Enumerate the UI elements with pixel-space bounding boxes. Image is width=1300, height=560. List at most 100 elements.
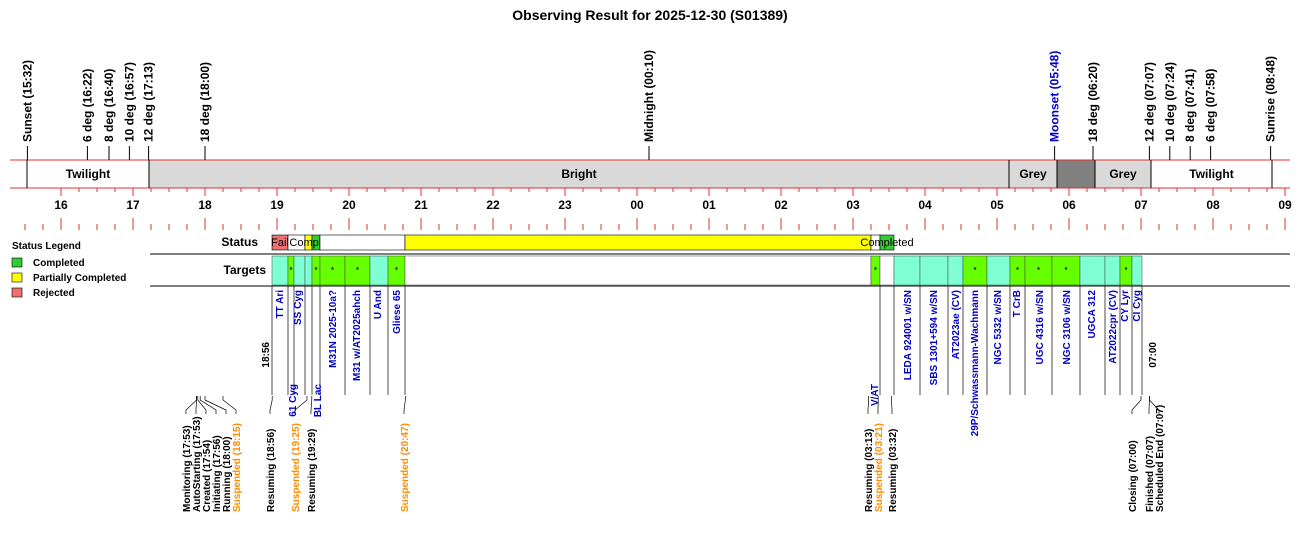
target-mark: * (356, 267, 359, 274)
marker-label: 18 deg (06:20) (1086, 62, 1100, 142)
moon-segment (149, 160, 1009, 188)
legend-swatch (11, 257, 23, 268)
event-label: Suspended (19:25) (291, 423, 302, 512)
event-leader (403, 396, 406, 414)
event-leader (195, 396, 197, 414)
hour-label: 19 (270, 198, 284, 212)
targets-row-label: Targets (224, 263, 267, 277)
target-mark: * (1037, 267, 1040, 274)
target-mark: * (315, 267, 318, 274)
target-mark: * (290, 267, 293, 274)
event-leader (204, 396, 227, 414)
hour-label: 05 (990, 198, 1004, 212)
event-label: Resuming (19:29) (307, 429, 318, 512)
event-leader (197, 396, 207, 414)
status-cell (879, 234, 895, 251)
event-label: AutoStarting (17:53) (192, 416, 203, 512)
event-label: Resuming (18:56) (266, 429, 277, 512)
target-cell (962, 255, 988, 286)
event-label: Monitoring (17:53) (182, 425, 193, 512)
event-leader (1149, 396, 1160, 414)
marker-label: 8 deg (16:40) (102, 69, 116, 142)
target-cell (369, 255, 389, 286)
target-cell (1131, 255, 1143, 286)
target-name: UGC 4316 w/SN (1035, 290, 1046, 364)
status-row-label: Status (221, 235, 258, 249)
target-name: SS Cyg (293, 290, 304, 325)
marker-label: 6 deg (16:22) (80, 69, 94, 142)
event-label: Resuming (03:13) (864, 429, 875, 512)
target-name: AT2023ae (CV) (951, 290, 962, 359)
hour-label: 21 (414, 198, 428, 212)
target-name: NGC 5332 w/SN (993, 290, 1004, 364)
marker-label: Moonset (05:48) (1048, 51, 1062, 142)
segment-label: Grey (1019, 167, 1047, 181)
target-mark: * (331, 267, 334, 274)
status-text: Completed (860, 237, 913, 249)
target-cell (1079, 255, 1106, 286)
event-label: Created (17:54) (202, 440, 213, 512)
event-label: Finished (07:07) (1145, 436, 1156, 512)
marker-label: 10 deg (16:57) (122, 62, 136, 142)
target-mark: * (1065, 267, 1068, 274)
hour-label: 06 (1062, 198, 1076, 212)
target-cell (879, 255, 895, 286)
target-name: T CrB (1012, 290, 1023, 317)
target-cell (1051, 255, 1081, 286)
event-label: Closing (07:00) (1128, 440, 1139, 512)
target-name: SBS 1301+594 w/SN (929, 290, 940, 385)
hour-label: 00 (630, 198, 644, 212)
target-cell (293, 255, 306, 286)
segment-label: Bright (561, 167, 596, 181)
marker-label: 6 deg (07:58) (1204, 69, 1218, 142)
event-leader (269, 396, 273, 414)
event-label: Resuming (03:32) (888, 429, 899, 512)
event-label: Suspended (18:15) (232, 423, 243, 512)
target-name: V/AT (870, 384, 881, 406)
event-leader (199, 396, 217, 414)
target-cell (947, 255, 964, 286)
event-leader (310, 396, 313, 414)
target-cell (404, 255, 872, 286)
event-leader (867, 396, 869, 414)
event-leader (185, 396, 197, 414)
marker-label: Sunrise (08:48) (1264, 56, 1278, 142)
target-mark: * (395, 267, 398, 274)
target-name: Gliese 65 (392, 290, 403, 334)
title: Observing Result for 2025-12-30 (S01389) (512, 7, 787, 23)
target-name: CI Cyg (1132, 290, 1143, 322)
moon-segment (1057, 160, 1095, 188)
hour-label: 02 (774, 198, 788, 212)
target-name: CY Lyr (1120, 290, 1131, 322)
event-label: Suspended (03:21) (874, 423, 885, 512)
moon-segment (27, 160, 149, 188)
target-name: TT Ari (275, 290, 286, 319)
target-name: M31N 2025-10a? (328, 290, 339, 368)
target-mark: * (1125, 267, 1128, 274)
event-leader (294, 396, 308, 414)
marker-label: 10 deg (07:24) (1163, 62, 1177, 142)
target-name: UGCA 312 (1087, 290, 1098, 339)
segment-label: Grey (1109, 167, 1137, 181)
event-label: Initiating (17:56) (212, 435, 223, 512)
marker-label: 18 deg (18:00) (198, 62, 212, 142)
target-name: 07:00 (1148, 342, 1159, 368)
marker-label: 8 deg (07:41) (1183, 69, 1197, 142)
target-name: AT2022cpr (CV) (1108, 290, 1119, 364)
event-label: Running (18:00) (222, 436, 233, 512)
marker-label: 12 deg (17:13) (142, 62, 156, 142)
moon-segment (1009, 160, 1057, 188)
hour-label: 09 (1278, 198, 1292, 212)
target-cell (271, 255, 289, 286)
hour-label: 08 (1206, 198, 1220, 212)
hour-label: 04 (918, 198, 932, 212)
target-cell (1104, 255, 1121, 286)
marker-label: Midnight (00:10) (642, 50, 656, 142)
legend-swatch (11, 272, 23, 283)
legend-title: Status Legend (12, 241, 81, 252)
hour-label: 03 (846, 198, 860, 212)
event-label: Scheduled End (07:07) (1155, 405, 1166, 512)
target-name: NGC 3106 w/SN (1062, 290, 1073, 364)
